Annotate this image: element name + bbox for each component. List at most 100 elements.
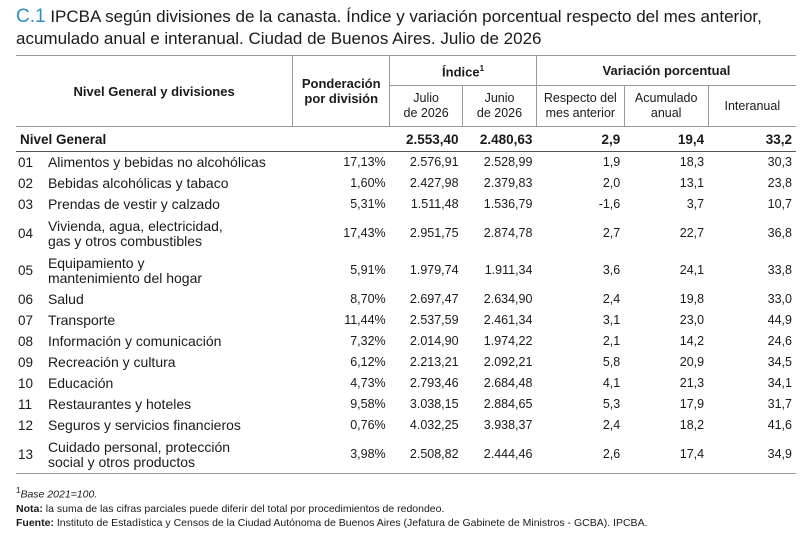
division-prev: 2,6 bbox=[536, 436, 625, 474]
division-name-line2: mantenimiento del hogar bbox=[47, 269, 203, 286]
division-code: 01 bbox=[18, 155, 34, 170]
division-weight: 17,13% bbox=[343, 155, 386, 169]
division-jul: 2.576,91 bbox=[409, 155, 459, 169]
footnote-nota-text: la suma de las cifras parciales puede di… bbox=[45, 502, 445, 515]
division-name-line1: Equipamiento y bbox=[47, 254, 145, 271]
division-acc: 22,7 bbox=[679, 226, 705, 240]
header-index-label: Índice bbox=[442, 64, 480, 80]
division-acc: 19,8 bbox=[679, 292, 705, 306]
header-jul: Julio de 2026 bbox=[389, 85, 464, 127]
division-name-line1: Recreación y cultura bbox=[47, 354, 176, 370]
division-name: Prendas de vestir y calzado bbox=[44, 194, 293, 215]
table-row: 09 Recreación y cultura 6,12% 2.213,21 2.092… bbox=[16, 352, 796, 373]
division-yoy: 23,8 bbox=[767, 176, 792, 190]
division-jul: 2.793,46 bbox=[409, 376, 459, 390]
header-acc-line2: anual bbox=[650, 106, 682, 120]
division-jun: 3.938,37 bbox=[483, 418, 533, 432]
division-name: Vivienda, agua, electricidad, gas y otros… bbox=[44, 215, 293, 252]
header-prev-line1: Respecto del bbox=[543, 91, 617, 105]
division-yoy: 33,0 bbox=[767, 292, 792, 306]
division-prev: 2,0 bbox=[602, 176, 621, 190]
division-jul: 2.697,47 bbox=[409, 292, 459, 306]
division-code: 09 bbox=[18, 355, 34, 370]
division-weight: 7,32% bbox=[350, 334, 386, 348]
division-weight: 1,60% bbox=[350, 176, 386, 190]
division-prev: 2,4 bbox=[602, 418, 621, 432]
division-jul: 1.511,48 bbox=[410, 197, 459, 211]
division-name: Recreación y cultura bbox=[44, 352, 293, 373]
division-name-line1: Prendas de vestir y calzado bbox=[47, 196, 220, 212]
division-weight: 4,73% bbox=[350, 376, 386, 390]
division-name-line2: social y otros productos bbox=[47, 453, 196, 470]
division-jun: 2.379,83 bbox=[483, 176, 533, 190]
division-acc: 24,1 bbox=[679, 263, 705, 277]
division-name-line1: Información y comunicación bbox=[47, 333, 222, 349]
footnote-nota: Nota: la suma de las cifras parciales pu… bbox=[16, 502, 796, 516]
division-prev: -1,6 bbox=[598, 197, 621, 211]
footnote-fuente: Fuente: Instituto de Estadística y Censo… bbox=[16, 516, 796, 530]
division-name: Bebidas alcohólicas y tabaco bbox=[44, 173, 293, 194]
division-acc: 21,3 bbox=[679, 376, 705, 390]
division-jul: 4.032,25 bbox=[409, 418, 459, 432]
division-prev: 3,1 bbox=[602, 313, 621, 327]
division-jul: 3.038,15 bbox=[409, 397, 459, 411]
division-weight: 17,43% bbox=[343, 226, 386, 240]
division-name: Salud bbox=[44, 289, 293, 310]
division-code: 05 bbox=[18, 263, 34, 278]
header-weight-line1: Ponderación bbox=[301, 76, 381, 91]
division-jul: 2.427,98 bbox=[409, 176, 459, 190]
division-prev: 5,8 bbox=[602, 355, 621, 369]
division-name: Alimentos y bebidas no alcohólicas bbox=[44, 152, 293, 174]
division-code: 02 bbox=[18, 176, 34, 191]
division-code: 13 bbox=[16, 436, 44, 474]
footnote-nota-label: Nota: bbox=[16, 502, 43, 515]
footnote-base-text: Base 2021=100. bbox=[20, 488, 98, 501]
division-weight: 6,12% bbox=[350, 355, 386, 369]
footnote-base: 1Base 2021=100. bbox=[16, 484, 796, 502]
table-row: 12 Seguros y servicios financieros 0,76% 4.… bbox=[16, 415, 796, 436]
division-yoy: 34,9 bbox=[708, 436, 796, 474]
division-yoy: 36,8 bbox=[767, 226, 792, 240]
division-code: 08 bbox=[18, 334, 34, 349]
division-jul: 2.014,90 bbox=[409, 334, 459, 348]
division-weight: 11,44% bbox=[344, 313, 386, 327]
table-title: C.1 IPCBA según divisiones de la canasta… bbox=[16, 6, 796, 50]
header-jul-line2: de 2026 bbox=[403, 106, 449, 120]
division-name-line1: Transporte bbox=[47, 312, 116, 328]
division-jul: 1.979,74 bbox=[409, 263, 459, 277]
general-jun: 2.480,63 bbox=[462, 126, 537, 152]
division-prev: 2,1 bbox=[602, 334, 621, 348]
header-prev: Respecto del mes anterior bbox=[535, 85, 625, 127]
division-name: Seguros y servicios financieros bbox=[44, 415, 293, 436]
division-jul: 2.508,82 bbox=[389, 436, 463, 474]
division-acc: 20,9 bbox=[679, 355, 705, 369]
division-name-line1: Alimentos y bebidas no alcohólicas bbox=[47, 154, 266, 170]
table-row: 11 Restaurantes y hoteles 9,58% 3.038,15 2.8… bbox=[16, 394, 796, 415]
division-weight: 8,70% bbox=[350, 292, 386, 306]
header-prev-line2: mes anterior bbox=[545, 106, 616, 120]
division-yoy: 24,6 bbox=[767, 334, 792, 348]
division-yoy: 30,3 bbox=[767, 155, 792, 169]
table-row: 08 Información y comunicación 7,32% 2.014,9… bbox=[16, 331, 796, 352]
table-row-general: Nivel General 2.553,40 2.480,63 2,9 19,4… bbox=[16, 126, 796, 152]
division-jun: 2.874,78 bbox=[483, 226, 533, 240]
division-acc: 17,4 bbox=[624, 436, 709, 474]
general-weight bbox=[292, 126, 390, 152]
division-weight: 0,76% bbox=[350, 418, 386, 432]
general-yoy: 33,2 bbox=[708, 126, 796, 152]
division-acc: 14,2 bbox=[679, 334, 705, 348]
division-name-line1: Vivienda, agua, electricidad, bbox=[47, 217, 223, 234]
division-code: 11 bbox=[18, 397, 33, 412]
table-code: C.1 bbox=[16, 6, 46, 27]
table-row: 10 Educación 4,73% 2.793,46 2.684,48 4,1 21,3 3… bbox=[16, 373, 796, 394]
table-row: 04 Vivienda, agua, electricidad, gas y otr… bbox=[16, 215, 796, 252]
general-name: Nivel General bbox=[16, 126, 293, 152]
division-jun: 2.528,99 bbox=[483, 155, 533, 169]
division-jun: 2.461,34 bbox=[483, 313, 533, 327]
division-acc: 18,2 bbox=[679, 418, 705, 432]
division-code: 12 bbox=[18, 418, 34, 433]
division-acc: 3,7 bbox=[686, 197, 705, 211]
header-yoy: Interanual bbox=[707, 85, 796, 127]
division-prev: 2,4 bbox=[602, 292, 621, 306]
